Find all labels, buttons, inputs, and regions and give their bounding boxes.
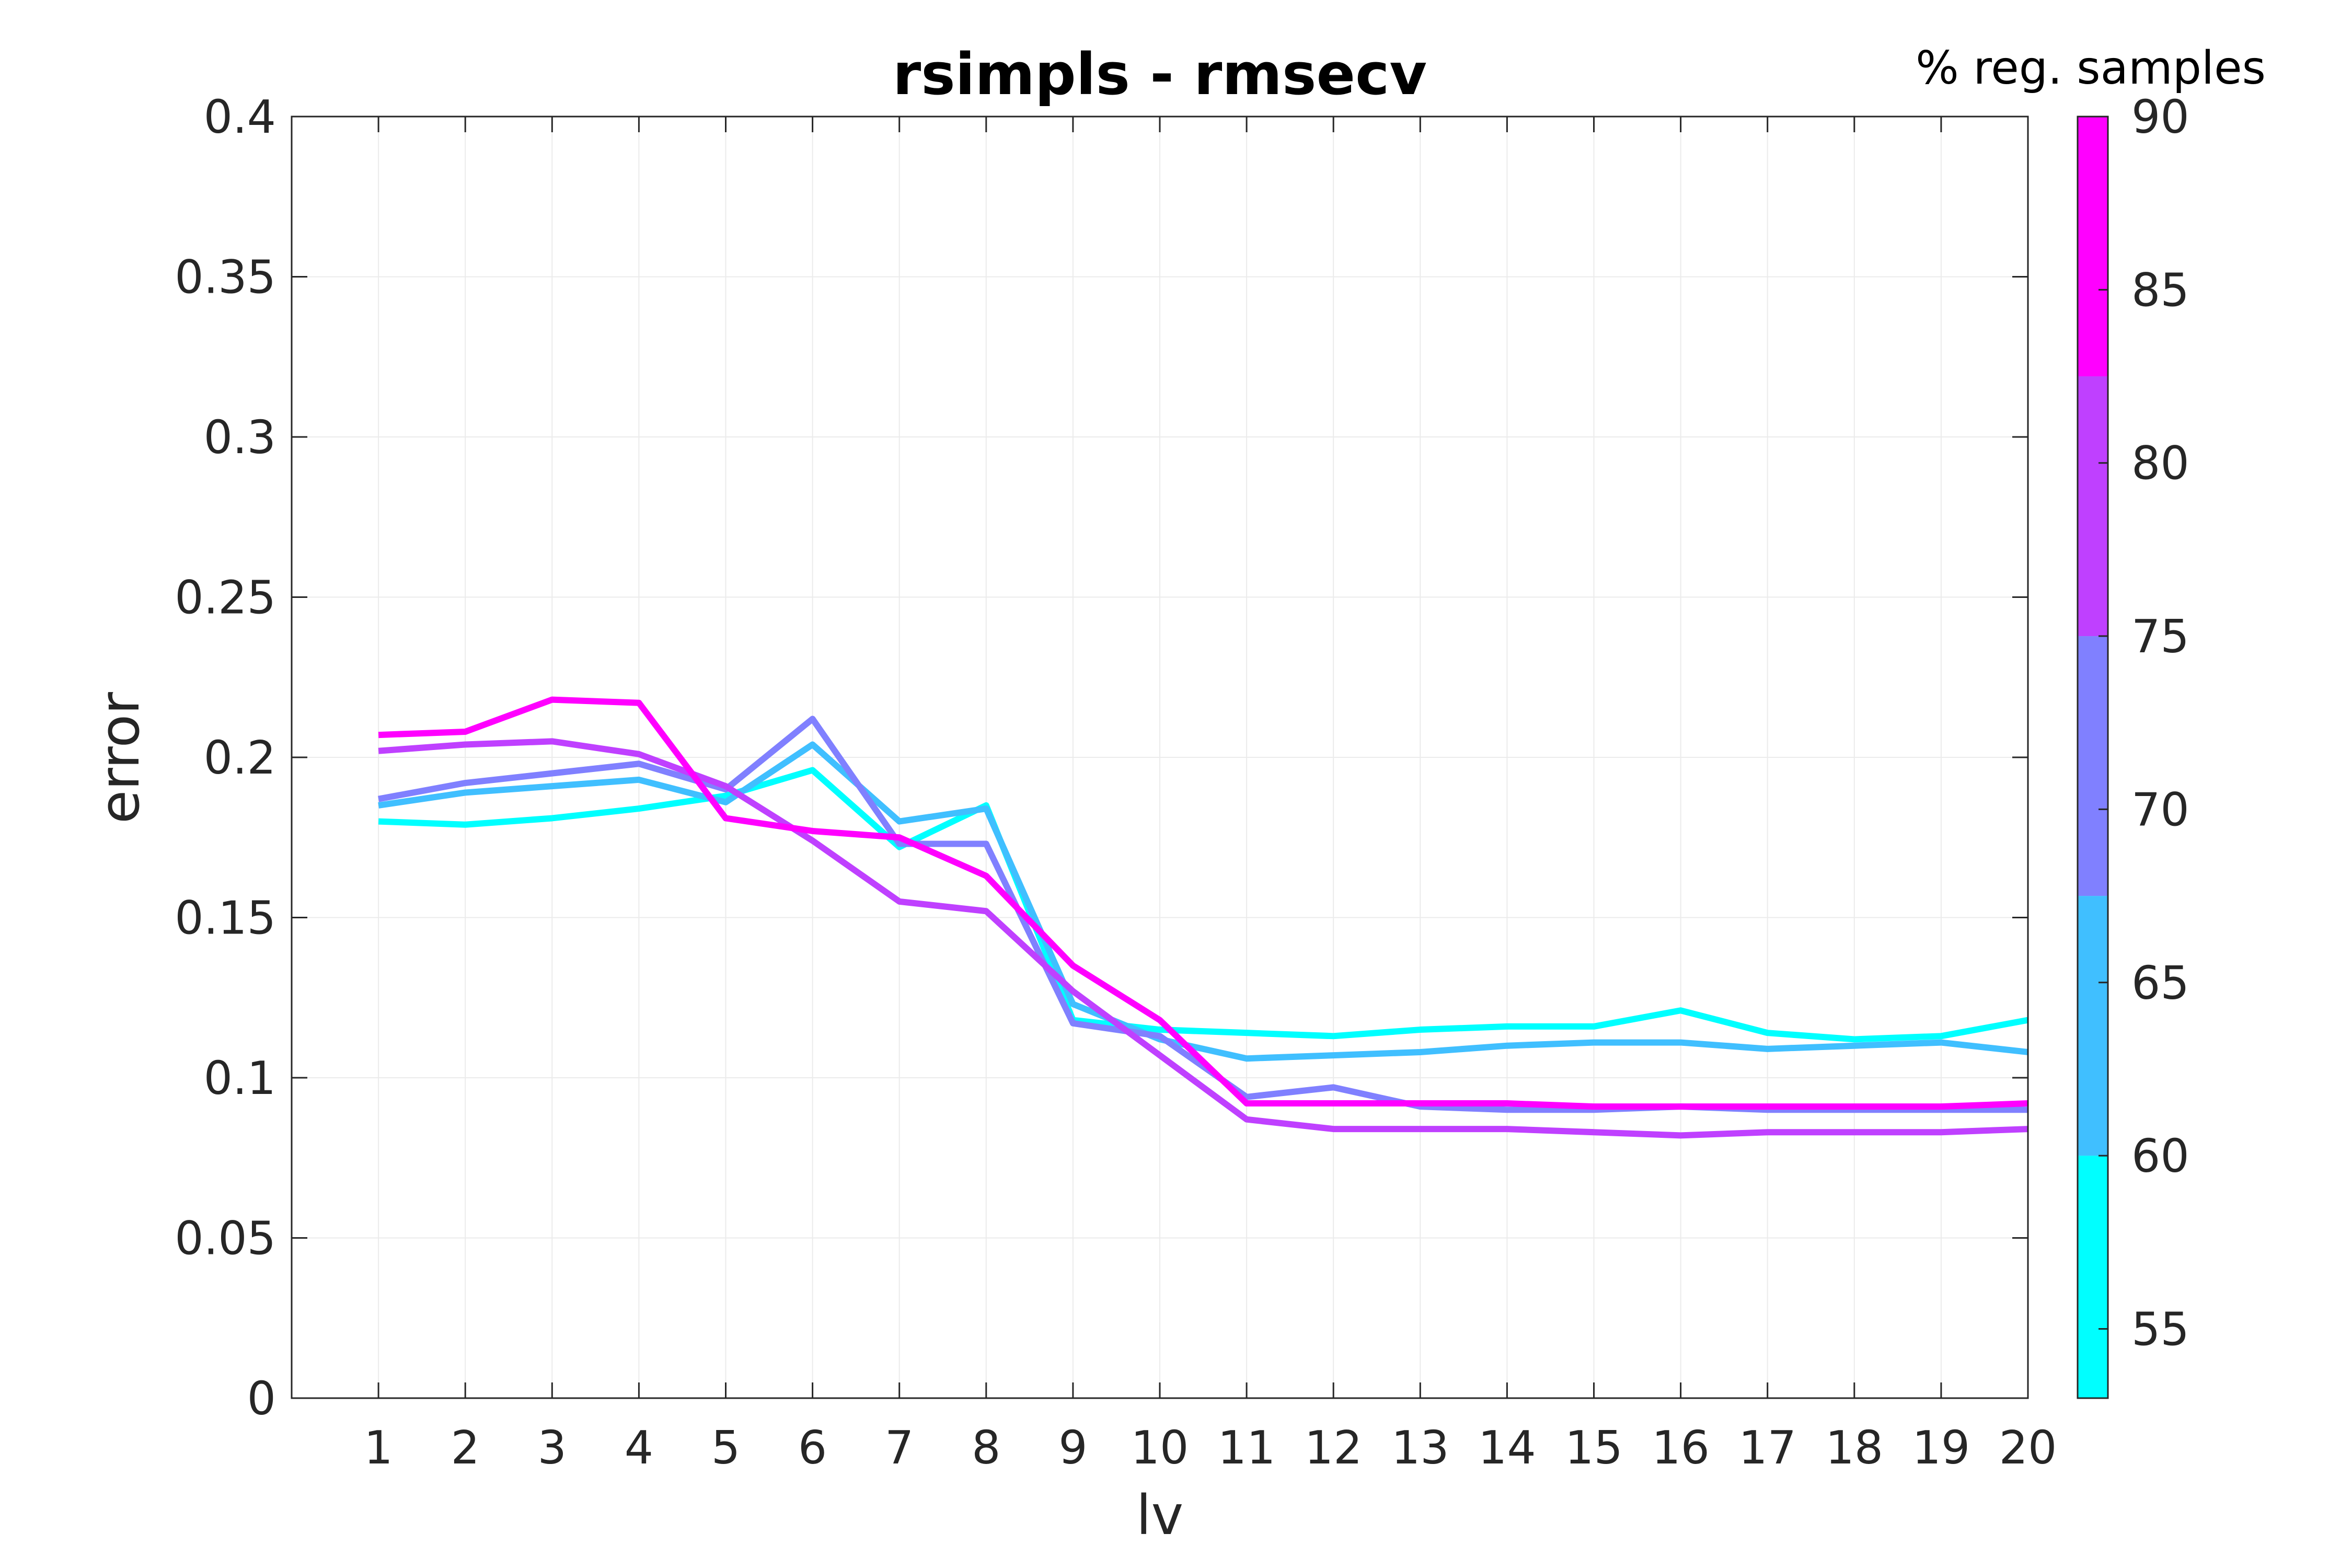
y-tick-label: 0.2 bbox=[204, 731, 276, 785]
series-line-1 bbox=[378, 767, 2029, 1043]
y-tick-label: 0.35 bbox=[175, 251, 276, 304]
colorbar-tick-label: 90 bbox=[2131, 90, 2189, 144]
y-tick-label: 0.1 bbox=[204, 1052, 276, 1105]
x-tick-label: 14 bbox=[1478, 1421, 1536, 1474]
x-tick-label: 6 bbox=[798, 1421, 827, 1474]
x-tick-label: 9 bbox=[1058, 1421, 1087, 1474]
colorbar-bin bbox=[2078, 1156, 2108, 1398]
x-tick-label: 8 bbox=[972, 1421, 1000, 1474]
x-tick-label: 19 bbox=[1912, 1421, 1970, 1474]
x-tick-label: 7 bbox=[885, 1421, 914, 1474]
x-tick-label: 12 bbox=[1305, 1421, 1363, 1474]
colorbar-tick-label: 80 bbox=[2131, 437, 2189, 490]
x-tick-label: 4 bbox=[625, 1421, 653, 1474]
colorbar-bin bbox=[2078, 117, 2108, 377]
colorbar-tick-label: 60 bbox=[2131, 1129, 2189, 1183]
colorbar-tick-label: 75 bbox=[2131, 610, 2189, 663]
x-tick-label: 2 bbox=[451, 1421, 480, 1474]
x-tick-label: 10 bbox=[1131, 1421, 1189, 1474]
series-line-2 bbox=[378, 741, 2028, 1062]
x-tick-label: 11 bbox=[1218, 1421, 1276, 1474]
x-tick-label: 15 bbox=[1565, 1421, 1623, 1474]
x-tick-label: 1 bbox=[364, 1421, 393, 1474]
x-tick-label: 16 bbox=[1652, 1421, 1710, 1474]
chart-title: rsimpls - rmsecv bbox=[893, 41, 1427, 108]
x-tick-label: 20 bbox=[1999, 1421, 2057, 1474]
y-tick-label: 0.15 bbox=[175, 892, 276, 945]
x-tick-label: 18 bbox=[1825, 1421, 1883, 1474]
colorbar-tick-label: 70 bbox=[2131, 783, 2189, 836]
x-tick-label: 13 bbox=[1391, 1421, 1449, 1474]
colorbar-tick-label: 55 bbox=[2131, 1302, 2189, 1356]
x-tick-label: 3 bbox=[538, 1421, 567, 1474]
colorbar-title: % reg. samples bbox=[1916, 41, 2266, 95]
series-lines bbox=[378, 696, 2029, 1139]
series-line-5 bbox=[378, 696, 2028, 1110]
colorbar-frame bbox=[2077, 116, 2109, 1399]
y-tick-label: 0.05 bbox=[175, 1212, 276, 1265]
colorbar-bin bbox=[2078, 376, 2108, 637]
x-axis-ticks: 1 2 3 4 5 6 7 8 9 10 11 12 13 14 15 16 17 18 19 20 bbox=[364, 117, 2057, 1474]
colorbar: 55 60 65 70 75 80 85 90 bbox=[2077, 90, 2189, 1399]
colorbar-tick-label: 85 bbox=[2131, 263, 2189, 317]
y-tick-label: 0.3 bbox=[204, 411, 276, 464]
y-axis-label: error bbox=[88, 692, 152, 824]
x-tick-label: 17 bbox=[1738, 1421, 1796, 1474]
y-tick-label: 0.25 bbox=[175, 571, 276, 625]
colorbar-tick-label: 65 bbox=[2131, 956, 2189, 1010]
colorbar-bin bbox=[2078, 636, 2108, 896]
colorbar-bin bbox=[2078, 896, 2108, 1156]
x-tick-label: 5 bbox=[711, 1421, 740, 1474]
x-axis-label: lv bbox=[1136, 1483, 1183, 1547]
grid bbox=[292, 116, 2028, 1399]
series-line-4 bbox=[378, 738, 2028, 1139]
y-axis-ticks: 0 0.05 0.1 0.15 0.2 0.25 0.3 0.35 0.4 bbox=[175, 90, 2028, 1425]
y-tick-label: 0 bbox=[247, 1372, 276, 1425]
y-tick-label: 0.4 bbox=[204, 90, 276, 144]
